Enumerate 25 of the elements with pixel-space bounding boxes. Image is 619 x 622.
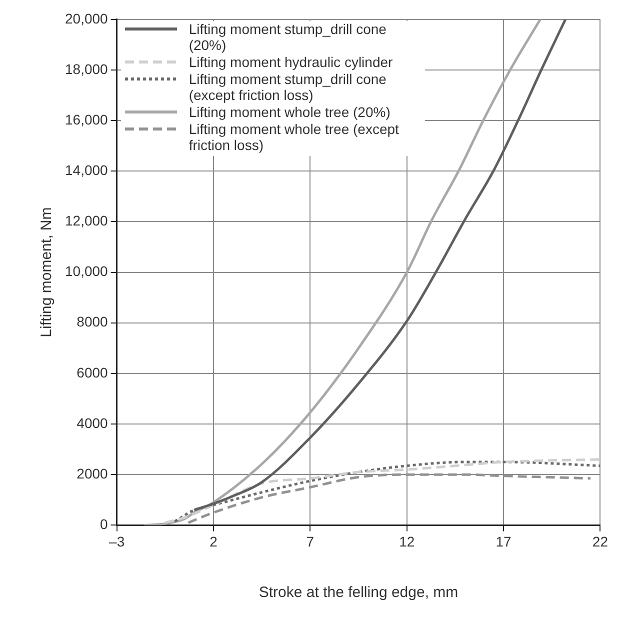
legend-label: Lifting moment stump_drill cone (except friction loss)	[188, 71, 388, 104]
legend-label: Lifting moment whole tree (except friction loss)	[188, 121, 400, 154]
y-tick-label: 2000	[76, 465, 108, 482]
y-tick-label: 4000	[76, 414, 108, 431]
x-tick-label: 2	[210, 533, 218, 550]
legend-label: Lifting moment whole tree (20%)	[188, 104, 390, 120]
legend-label: Lifting moment stump_drill cone (20%)	[188, 21, 388, 54]
y-tick-label: 10,000	[64, 263, 108, 280]
y-axis-title: Lifting moment, Nm	[38, 207, 56, 338]
legend-label: Lifting moment hydraulic cylinder	[188, 54, 393, 70]
y-tick-label: 0	[100, 516, 108, 532]
y-tick-label: 6000	[76, 364, 108, 380]
y-tick-label: 20,000	[64, 10, 108, 26]
line-series	[142, 19, 542, 526]
x-tick-label: 12	[399, 533, 415, 550]
x-tick-label: 22	[592, 533, 608, 550]
y-tick-label: 14,000	[64, 162, 108, 178]
y-tick-label: 12,000	[64, 212, 108, 229]
y-tick-label: 8000	[76, 314, 108, 330]
x-tick-label: 7	[306, 533, 314, 550]
x-tick-label: –3	[109, 533, 125, 550]
x-tick-label: 17	[496, 533, 512, 550]
y-tick-label: 16,000	[64, 111, 108, 128]
x-axis-title: Stroke at the felling edge, mm	[258, 584, 458, 602]
y-tick-label: 18,000	[64, 60, 108, 77]
